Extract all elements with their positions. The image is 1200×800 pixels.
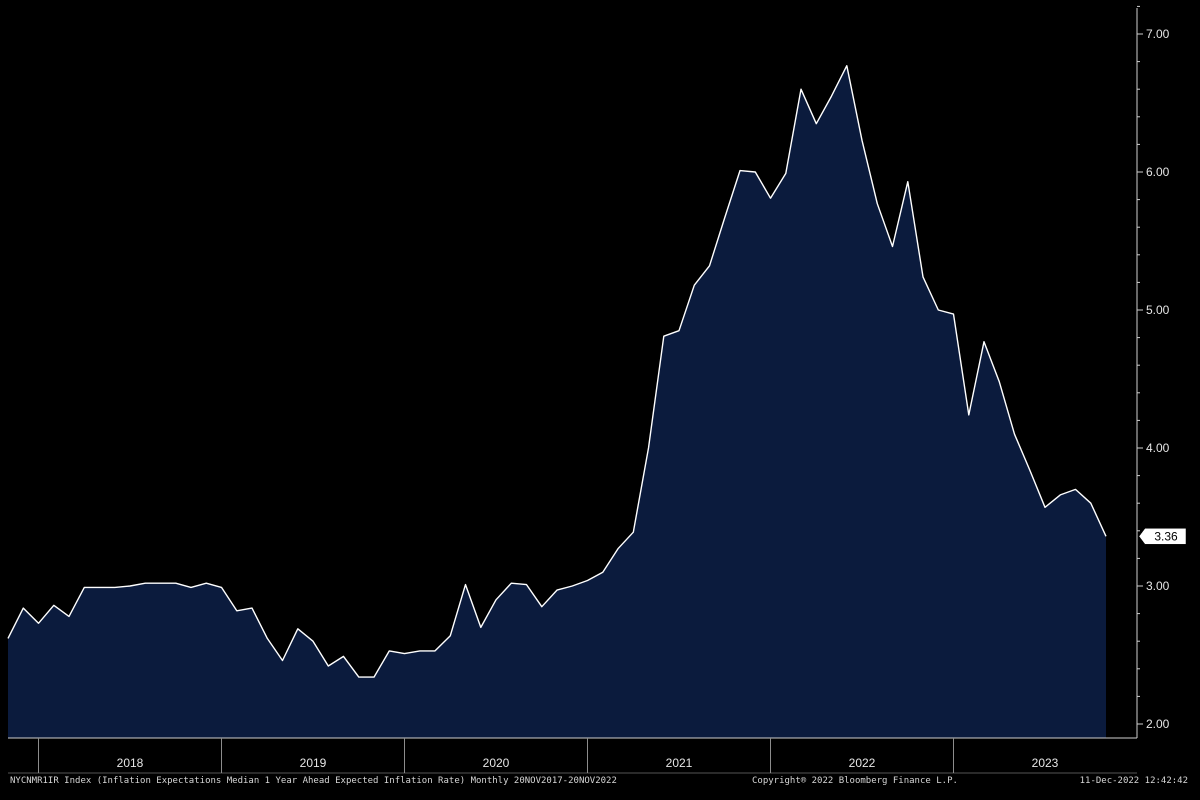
x-axis: 2018 2019 2020 2021 2022 2023 (8, 737, 1137, 774)
y-tick-label: 5.00 (1146, 303, 1170, 317)
area-layer (7, 65, 1107, 738)
y-tick-label: 3.00 (1146, 579, 1170, 593)
footer-timestamp: 11-Dec-2022 12:42:42 (1079, 776, 1188, 786)
y-tick-label: 7.00 (1146, 27, 1170, 41)
footer-copyright: Copyright® 2022 Bloomberg Finance L.P. (752, 776, 958, 786)
last-value-badge (1138, 528, 1187, 545)
series-line (7, 65, 1107, 678)
x-period-label: 2022 (849, 756, 876, 770)
x-period-label: 2023 (1032, 756, 1059, 770)
y-tick-label: 2.00 (1146, 717, 1170, 731)
y-tick-label: 6.00 (1146, 165, 1170, 179)
last-value-marker: 3.36 (1138, 528, 1187, 545)
x-period-label: 2018 (117, 756, 144, 770)
x-period-label: 2020 (483, 756, 510, 770)
y-tick-label: 4.00 (1146, 441, 1170, 455)
y-axis: 7.00 6.00 5.00 4.00 3.00 2.00 (1136, 5, 1170, 738)
x-period-label: 2021 (666, 756, 693, 770)
last-value-label: 3.36 (1154, 529, 1178, 543)
series-area-fill (8, 65, 1106, 738)
footer-series-description: NYCNMR1IR Index (Inflation Expectations … (10, 776, 617, 786)
x-period-label: 2019 (300, 756, 327, 770)
